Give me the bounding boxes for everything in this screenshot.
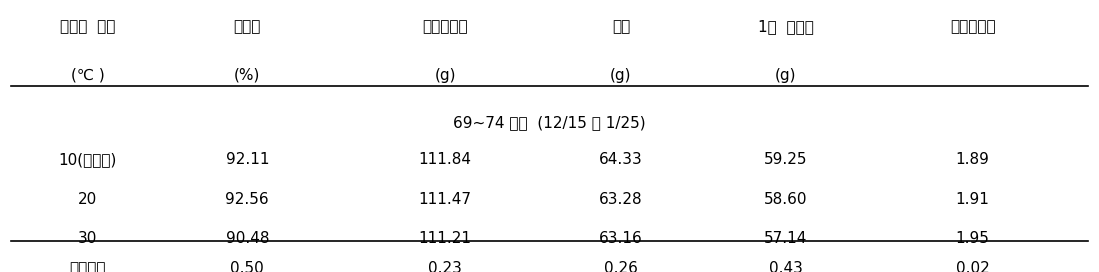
Text: 63.28: 63.28 [599, 192, 643, 207]
Text: 1일  산란양: 1일 산란양 [758, 19, 813, 34]
Text: 90.48: 90.48 [225, 231, 269, 246]
Text: (℃ ): (℃ ) [71, 68, 104, 83]
Text: 10(대조구): 10(대조구) [58, 152, 118, 167]
Text: 69~74 주령  (12/15 ～ 1/25): 69~74 주령 (12/15 ～ 1/25) [453, 116, 646, 131]
Text: (g): (g) [610, 68, 632, 83]
Text: 0.23: 0.23 [429, 261, 462, 272]
Text: 0.43: 0.43 [769, 261, 802, 272]
Text: 63.16: 63.16 [599, 231, 643, 246]
Text: 1.89: 1.89 [956, 152, 989, 167]
Text: 57.14: 57.14 [764, 231, 808, 246]
Text: 59.25: 59.25 [764, 152, 808, 167]
Text: 0.26: 0.26 [604, 261, 637, 272]
Text: 산란율: 산란율 [234, 19, 260, 34]
Text: 1.91: 1.91 [956, 192, 989, 207]
Text: 0.02: 0.02 [956, 261, 989, 272]
Text: 음용수  온도: 음용수 온도 [60, 19, 115, 34]
Text: 30: 30 [78, 231, 98, 246]
Text: 난중: 난중 [612, 19, 630, 34]
Text: 92.56: 92.56 [225, 192, 269, 207]
Text: 0.50: 0.50 [231, 261, 264, 272]
Text: 1.95: 1.95 [956, 231, 989, 246]
Text: 사료섭취량: 사료섭취량 [422, 19, 468, 34]
Text: 111.21: 111.21 [419, 231, 471, 246]
Text: 20: 20 [78, 192, 98, 207]
Text: 111.47: 111.47 [419, 192, 471, 207]
Text: 111.84: 111.84 [419, 152, 471, 167]
Text: 58.60: 58.60 [764, 192, 808, 207]
Text: (g): (g) [434, 68, 456, 83]
Text: 64.33: 64.33 [599, 152, 643, 167]
Text: 92.11: 92.11 [225, 152, 269, 167]
Text: 표준오차: 표준오차 [69, 261, 107, 272]
Text: (g): (g) [775, 68, 797, 83]
Text: 사료요구율: 사료요구율 [950, 19, 996, 34]
Text: (%): (%) [234, 68, 260, 83]
